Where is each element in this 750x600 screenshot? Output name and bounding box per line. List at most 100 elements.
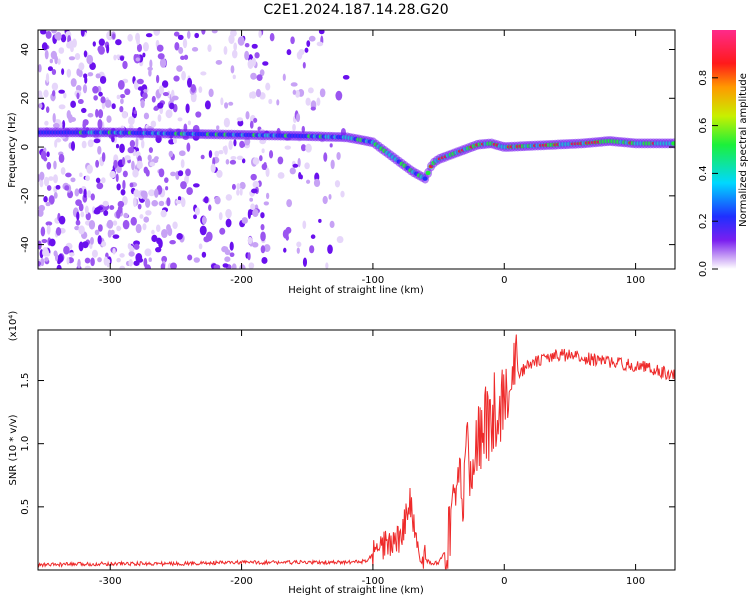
spectrogram-cell [263,201,270,206]
spectrogram-cell [43,176,50,187]
spectrogram-cell [112,220,118,226]
spectrogram-cell [117,80,125,90]
spectrogram-cell [284,145,291,150]
spectrogram-cell [169,102,175,110]
spectrogram-cell [174,41,180,51]
spectrogram-cell [251,188,258,194]
spectrogram-cell [282,73,286,81]
spectrogram-cell [239,264,246,269]
spectrogram-cell [269,32,275,42]
spectrogram-cell [135,32,140,42]
spectrogram-cell [231,183,236,190]
spectrogram-cell [251,57,257,67]
spectrogram-cell [236,155,244,161]
spectrogram-cell [245,111,250,120]
spectrogram-cell [69,252,75,257]
spectrogram-cell [193,257,200,263]
spectrogram-cell [91,249,98,258]
colorbar-tick-label: 0.0 [698,261,709,277]
spectrogram-cell [92,86,99,94]
spectrogram-cell [112,33,116,40]
spectrogram-cell [39,171,45,181]
spectrogram-cell [178,46,184,54]
spectrogram-cell [87,139,94,148]
spectrogram-cell [194,32,200,39]
spectrogram-cell [87,190,92,198]
spectrogram-cell [81,140,87,149]
spectrogram-cell [109,205,115,211]
spectrogram-cell [76,92,80,100]
spectrogram-cell [63,245,70,255]
spectrogram-cell [80,211,85,218]
spectrogram-cell [154,188,159,198]
spectrogram-cell [135,223,142,234]
spectrogram-cell [54,251,59,262]
spectrogram-cell [99,75,107,84]
spectrogram-cell [187,254,193,261]
spectrogram-cell [192,183,200,188]
spectrogram-cell [168,150,174,158]
spectrogram-cell [213,264,221,269]
spectrogram-cell [255,88,262,98]
spectrogram-cell [148,69,152,77]
spectrogram-cell [39,179,44,188]
spectrogram-cell [70,141,76,151]
spectrogram-cell [261,148,265,154]
spectrogram-cell [265,167,270,178]
spectrogram-cell [183,54,189,60]
spectrogram-cell [236,189,240,196]
spectrogram-cell [166,224,171,232]
spectrogram-cell [300,144,307,152]
spectrogram-cell [250,173,257,181]
spectrogram-cell [151,95,156,103]
spectrogram-cell [177,117,183,122]
spectrogram-cell [334,180,341,188]
spectrogram-cell [302,61,306,69]
spectrogram-cell [170,262,177,269]
spectrogram-cell [241,158,246,164]
colorbar-tick-label: 0.6 [698,118,709,134]
spectrogram-cell [76,211,80,221]
spectrogram-cell [225,218,232,228]
spectrogram-cell [252,180,260,189]
snr-y-tick-label: 1.0 [20,436,31,452]
spectrogram-cell [143,112,150,120]
spectrogram-cell [171,95,179,101]
spectrogram-cell [224,102,229,109]
spectrogram-cell [145,33,153,38]
spectrogram-cell [186,30,191,39]
spectrogram-cell [50,50,58,60]
spectrogram-cell [139,214,144,219]
spectrogram-cell [210,163,216,173]
spectrogram-cell [119,105,124,113]
spectrogram-cell [97,118,103,129]
spectrogram-cell [221,246,228,253]
spectrogram-cell [79,172,83,178]
colorbar-tick-label: 0.2 [698,213,709,229]
spectrogram-cell [251,43,258,49]
spectrogram-cell [116,94,121,100]
spectrogram-cell [52,90,56,97]
spectrogram-cell [143,166,149,174]
snr-y-axis-label: SNR (10 * v/v) [8,414,19,485]
spectrogram-cell [296,241,302,248]
spectrogram-cell [329,143,333,148]
spectrogram-ridge-cell [422,176,428,181]
spectrogram-cell [143,216,150,223]
spectrogram-cell [151,229,155,235]
spectrogram-cell [265,192,270,200]
spectrogram-cell [218,150,224,155]
spectrogram-cell [262,61,269,66]
spectrogram-cell [43,89,49,98]
spectrogram-cell [263,162,267,167]
spectrogram-cell [121,110,128,119]
spectrogram-cell [268,150,274,159]
spectrogram-cell [127,146,135,154]
spectrogram-cell [46,151,50,158]
spectrogram-cell [48,238,56,247]
spectrogram-cell [268,98,273,105]
spectrogram-cell [81,241,89,249]
spectrogram-cell [78,69,83,78]
spectrogram-cell [290,36,295,45]
spectrogram-cell [155,246,162,253]
